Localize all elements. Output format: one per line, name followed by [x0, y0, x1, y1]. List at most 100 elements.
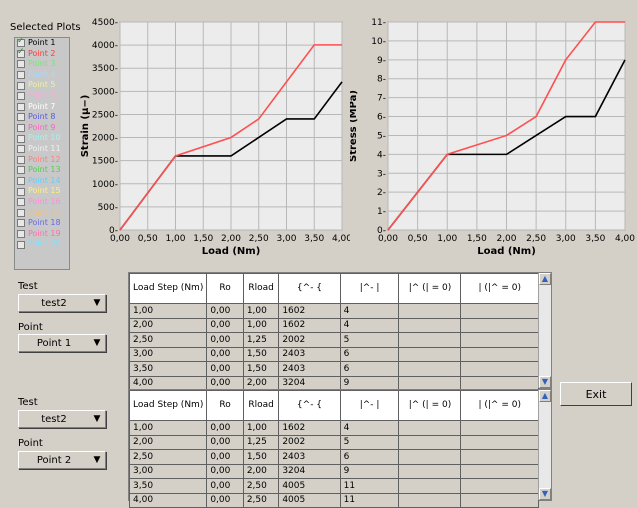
checkbox-icon[interactable]	[17, 134, 25, 143]
table-cell: 6	[339, 449, 400, 465]
y-tick-label: 2500-	[92, 110, 118, 120]
scroll-up-icon[interactable]: ▲	[539, 273, 551, 285]
checkbox-icon[interactable]	[17, 166, 25, 175]
checkbox-icon[interactable]	[17, 60, 25, 69]
checkbox-icon[interactable]	[17, 187, 25, 196]
y-tick-label: 4000-	[92, 41, 118, 51]
table-cell: 3204	[278, 463, 341, 479]
plot-label: Point 15	[28, 186, 61, 196]
y-tick-label: 5-	[377, 131, 386, 141]
plot-label: Point 19	[28, 228, 61, 238]
table-cell	[460, 420, 539, 436]
test-label-1: Test	[18, 281, 38, 292]
exit-button[interactable]: Exit	[560, 382, 632, 406]
checkbox-icon[interactable]	[17, 113, 25, 122]
x-tick-label: 4,00	[615, 234, 635, 244]
plot-checkbox-item[interactable]: Point 8	[15, 112, 69, 123]
checkbox-icon[interactable]	[17, 145, 25, 154]
y-axis-label: Stress (MPa)	[350, 90, 359, 162]
x-tick-label: 0,00	[110, 234, 130, 244]
table-row: 3,00 0,00 1,50 2403 6	[128, 346, 539, 362]
point-label-1: Point	[18, 322, 43, 333]
scroll-down-icon[interactable]: ▼	[539, 376, 551, 388]
checkbox-icon[interactable]	[17, 240, 25, 249]
table-cell: 2002	[278, 434, 341, 450]
x-axis-label: Load (Nm)	[477, 246, 536, 256]
table-cell: 11	[339, 478, 400, 494]
checkbox-icon[interactable]	[17, 155, 25, 164]
plot-checkbox-item[interactable]: Point 3	[15, 59, 69, 70]
plot-checkbox-item[interactable]: Point 6	[15, 91, 69, 102]
plot-label: Point 1	[28, 38, 56, 47]
plot-checkbox-item[interactable]: Point 19	[15, 229, 69, 240]
y-tick-label: 6-	[377, 113, 386, 123]
checkbox-icon[interactable]	[17, 177, 25, 186]
dropdown-arrow-icon: ▼	[93, 414, 101, 424]
y-tick-label: 2-	[377, 188, 386, 198]
plot-checkbox-item[interactable]: Point 4	[15, 70, 69, 81]
table-cell: 0,00	[206, 332, 244, 348]
y-tick-label: 3-	[377, 169, 386, 179]
test-dropdown-1[interactable]: test2 ▼	[18, 294, 106, 312]
scroll-up-icon[interactable]: ▲	[539, 390, 551, 402]
y-tick-label: 500-	[98, 203, 118, 213]
table-cell: 4005	[278, 492, 341, 508]
table-cell: 4	[339, 317, 400, 333]
plot-checkbox-item[interactable]: Point 7	[15, 102, 69, 113]
checkbox-icon[interactable]	[17, 102, 25, 111]
checkbox-icon[interactable]	[17, 92, 25, 101]
checkbox-icon[interactable]	[17, 219, 25, 228]
point-dropdown-1[interactable]: Point 1 ▼	[18, 334, 106, 352]
x-tick-label: 3,00	[276, 234, 296, 244]
checkbox-checked-icon[interactable]	[17, 47, 25, 58]
table-cell	[460, 478, 539, 494]
x-tick-label: 2,50	[526, 234, 546, 244]
point-dropdown-2[interactable]: Point 2 ▼	[18, 451, 106, 469]
plot-checkbox-item[interactable]: Point 12	[15, 155, 69, 166]
y-tick-label: 0-	[109, 226, 118, 236]
checkbox-icon[interactable]	[17, 124, 25, 133]
table-cell: 2,00	[128, 434, 208, 450]
checkbox-icon[interactable]	[17, 229, 25, 238]
checkbox-icon[interactable]	[17, 71, 25, 80]
plot-checkbox-item[interactable]: Point 10	[15, 133, 69, 144]
table-cell: 0,00	[206, 346, 244, 362]
plot-checkbox-item[interactable]: Point 11	[15, 144, 69, 155]
table1-scrollbar[interactable]: ▲ ▼	[538, 273, 551, 388]
checkbox-icon[interactable]	[17, 208, 25, 217]
table-cell: 4	[339, 420, 400, 436]
table-cell: 1,25	[242, 434, 280, 450]
checkbox-icon[interactable]	[17, 81, 25, 90]
plot-checkbox-item[interactable]: Point 18	[15, 218, 69, 229]
scroll-down-icon[interactable]: ▼	[539, 488, 551, 500]
table-cell: 4,00	[128, 375, 208, 391]
plot-checkbox-item[interactable]: Point 20	[15, 239, 69, 250]
plot-checkbox-item[interactable]: Point 14	[15, 176, 69, 187]
table-cell: 2,00	[128, 317, 208, 333]
plot-checkbox-item[interactable]: Point 5	[15, 80, 69, 91]
series-line	[119, 44, 342, 231]
table-cell	[398, 420, 462, 436]
table-cell: 2,50	[242, 478, 280, 494]
point-dropdown-value: Point 1	[36, 337, 72, 349]
table-cell	[398, 463, 462, 479]
plot-checkbox-item[interactable]: Point 13	[15, 165, 69, 176]
checkbox-icon[interactable]	[17, 198, 25, 207]
table-cell: 2002	[278, 332, 341, 348]
table-cell	[460, 361, 539, 377]
plot-checkbox-item[interactable]: Point 16	[15, 197, 69, 208]
table2-scrollbar[interactable]: ▲ ▼	[538, 390, 551, 500]
table-cell: 2403	[278, 361, 341, 377]
table-cell: 1602	[278, 303, 341, 319]
plot-checkbox-item[interactable]: Point 2	[15, 47, 69, 60]
test-dropdown-2[interactable]: test2 ▼	[18, 410, 106, 428]
x-tick-label: 0,50	[138, 234, 158, 244]
plot-checkbox-item[interactable]: Point 17	[15, 208, 69, 219]
table-cell: 4	[339, 303, 400, 319]
table-row: 3,50 0,00 2,50 4005 11	[128, 478, 539, 494]
plot-checkbox-item[interactable]: Point 15	[15, 186, 69, 197]
table-cell: 0,00	[206, 434, 244, 450]
plot-checkbox-item[interactable]: Point 9	[15, 123, 69, 134]
table-cell: 1,00	[128, 420, 208, 436]
